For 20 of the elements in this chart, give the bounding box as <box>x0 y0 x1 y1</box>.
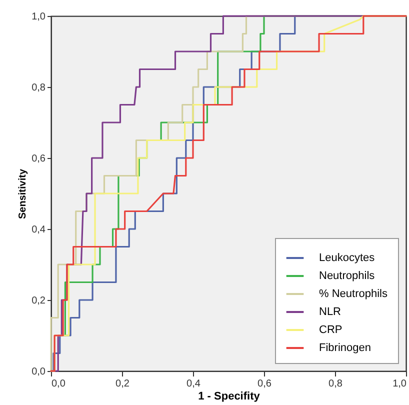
y-tick-label: 0,0 <box>32 366 46 378</box>
y-tick-label: 0,4 <box>32 224 46 236</box>
x-tick-label: 0,6 <box>258 378 272 390</box>
legend-label: Fibrinogen <box>319 342 371 354</box>
x-tick-label: 0,4 <box>186 378 201 390</box>
x-tick-label: 0,2 <box>116 378 130 390</box>
x-tick-label: 1,0 <box>392 378 407 390</box>
legend-label: Neutrophils <box>319 270 376 282</box>
legend-label: NLR <box>319 306 342 318</box>
x-tick-label: 0,8 <box>328 378 343 390</box>
y-tick-label: 1,0 <box>32 12 46 22</box>
y-axis-title: Sensitivity <box>18 168 29 220</box>
y-tick-label: 0,2 <box>32 296 46 306</box>
legend-label: CRP <box>319 324 342 336</box>
legend-label: Leukocytes <box>319 252 376 264</box>
x-tick-label: 0,0 <box>52 378 66 390</box>
legend-label: % Neutrophils <box>319 288 388 300</box>
y-tick-label: 0,6 <box>32 154 46 164</box>
y-tick-label: 0,8 <box>32 82 46 94</box>
x-axis-title: 1 - Specifity <box>198 390 261 402</box>
